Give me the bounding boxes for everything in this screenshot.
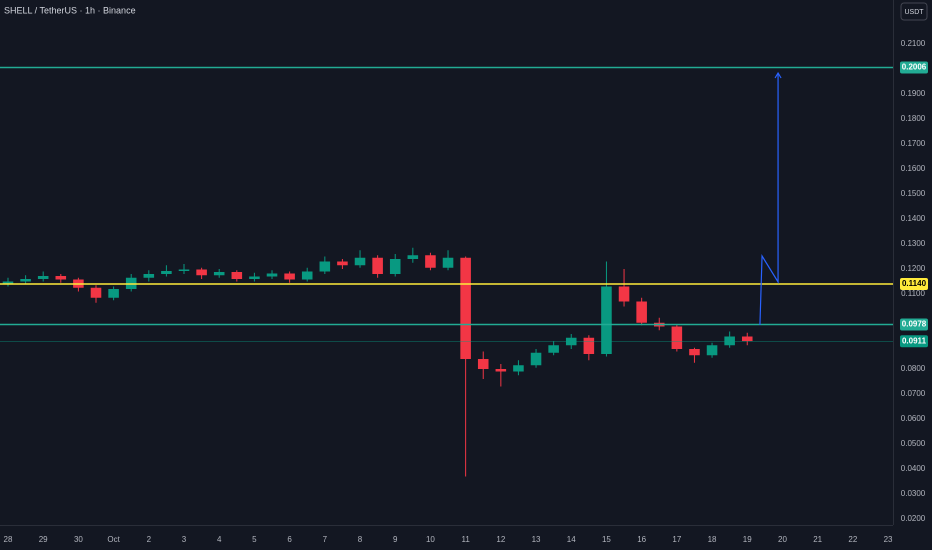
candle-body xyxy=(372,257,383,274)
candle-body xyxy=(213,272,225,276)
x-tick-label: 5 xyxy=(252,535,257,544)
candle-body xyxy=(407,255,419,259)
candle-body xyxy=(196,269,207,276)
x-tick-label: 6 xyxy=(287,535,292,544)
candle-body xyxy=(495,369,507,372)
candle-body xyxy=(442,257,454,268)
candle-body xyxy=(37,276,49,279)
x-tick-label: 16 xyxy=(637,535,646,544)
x-tick-label: 15 xyxy=(602,535,611,544)
candle-body xyxy=(636,301,647,323)
candle-body xyxy=(389,259,401,274)
y-tick-label: 0.0300 xyxy=(901,489,926,498)
x-tick-label: 30 xyxy=(74,535,83,544)
x-tick-label: 22 xyxy=(848,535,857,544)
level-badge xyxy=(900,278,928,290)
candle-body xyxy=(231,272,243,279)
candle-body xyxy=(266,273,278,277)
y-tick-label: 0.0600 xyxy=(901,414,926,423)
y-tick-label: 0.0400 xyxy=(901,464,926,473)
x-tick-label: 7 xyxy=(323,535,328,544)
candle-body xyxy=(583,337,595,354)
x-tick-label: 12 xyxy=(496,535,505,544)
y-tick-label: 0.1100 xyxy=(901,289,925,298)
level-badge-label: 0.2006 xyxy=(902,63,927,72)
candle-body xyxy=(741,336,753,342)
level-badge xyxy=(900,61,928,74)
candle-body xyxy=(55,276,67,280)
x-tick-label: 3 xyxy=(182,535,187,544)
candle-body xyxy=(671,326,683,349)
level-badge-label: 0.0911 xyxy=(902,336,927,345)
y-tick-label: 0.1500 xyxy=(901,189,926,198)
y-tick-label: 0.0800 xyxy=(901,364,926,373)
y-tick-label: 0.1400 xyxy=(901,214,926,223)
y-tick-label: 0.0500 xyxy=(901,439,926,448)
y-tick-label: 0.1300 xyxy=(901,239,926,248)
candle-body xyxy=(108,289,119,298)
projection-arrowhead xyxy=(774,71,782,79)
currency-button[interactable] xyxy=(900,2,928,21)
candle-body xyxy=(301,271,313,280)
candle-body xyxy=(2,281,14,284)
candle-body xyxy=(161,271,172,274)
candle-body xyxy=(337,261,348,266)
y-tick-label: 0.0700 xyxy=(901,389,926,398)
candle-body xyxy=(513,365,524,372)
candle-body xyxy=(618,286,630,302)
candle-body xyxy=(354,257,366,266)
candle-body xyxy=(548,345,559,353)
y-tick-label: 0.1600 xyxy=(901,164,926,173)
x-tick-label: 18 xyxy=(708,535,717,544)
x-tick-label: 11 xyxy=(461,535,470,544)
candle-body xyxy=(477,359,489,369)
candle-body xyxy=(425,255,436,268)
x-tick-label: 21 xyxy=(813,535,822,544)
candle-body xyxy=(178,269,190,271)
y-tick-label: 0.1200 xyxy=(901,264,926,273)
candle-body xyxy=(706,345,718,356)
candle-body xyxy=(689,349,700,356)
x-tick-label: Oct xyxy=(107,535,120,544)
candle-body xyxy=(319,261,331,272)
x-tick-label: 4 xyxy=(217,535,222,544)
level-badge-label: 0.1140 xyxy=(902,279,927,288)
x-tick-label: 17 xyxy=(672,535,681,544)
x-tick-label: 8 xyxy=(358,535,363,544)
level-badge-label: 0.0978 xyxy=(902,320,927,329)
y-tick-label: 0.1700 xyxy=(901,139,926,148)
candle-body xyxy=(601,286,612,354)
x-tick-label: 2 xyxy=(147,535,152,544)
level-badge xyxy=(900,318,928,331)
candle-body xyxy=(530,352,542,366)
currency-button-label[interactable]: USDT xyxy=(904,9,924,16)
x-tick-label: 28 xyxy=(4,535,13,544)
candle-body xyxy=(249,276,260,279)
chart-title: SHELL / TetherUS · 1h · Binance xyxy=(4,5,136,15)
x-tick-label: 10 xyxy=(426,535,435,544)
candle-body xyxy=(20,279,31,282)
candle-body xyxy=(143,274,155,278)
candle-body xyxy=(724,336,735,346)
x-tick-label: 13 xyxy=(532,535,541,544)
y-tick-label: 0.1800 xyxy=(901,114,926,123)
x-tick-label: 23 xyxy=(884,535,893,544)
y-tick-label: 0.1900 xyxy=(901,89,926,98)
x-tick-label: 20 xyxy=(778,535,787,544)
candle-body xyxy=(90,287,102,298)
candle-body xyxy=(284,273,295,280)
x-tick-label: 29 xyxy=(39,535,48,544)
projection-path xyxy=(759,73,779,326)
x-tick-label: 9 xyxy=(393,535,398,544)
x-tick-label: 19 xyxy=(743,535,752,544)
x-tick-label: 14 xyxy=(567,535,576,544)
level-badge xyxy=(900,335,928,348)
y-tick-label: 0.2100 xyxy=(901,39,926,48)
y-tick-label: 0.0200 xyxy=(901,514,926,523)
candle-body xyxy=(460,257,471,359)
